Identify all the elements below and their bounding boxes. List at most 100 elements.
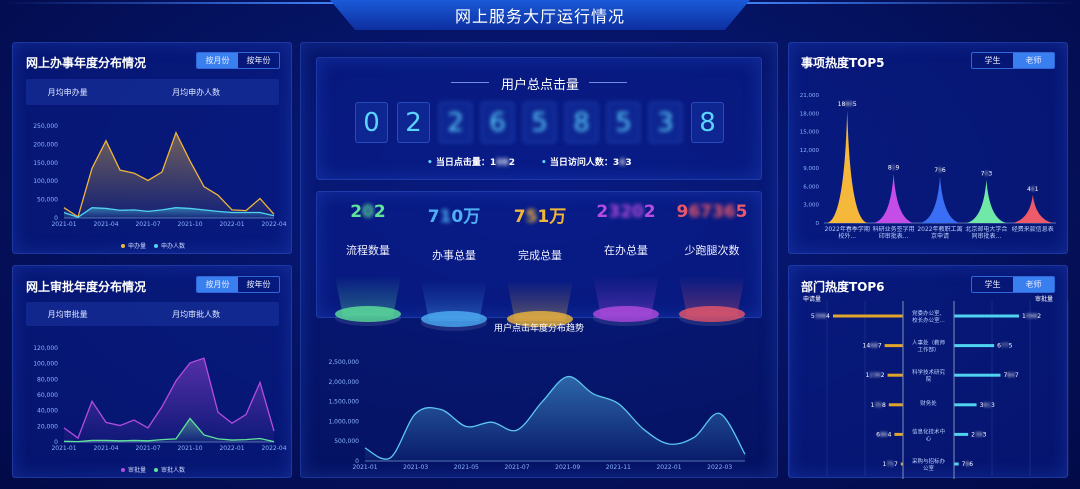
series-line (63, 207, 275, 218)
today-visitors-value-blurred: 4 (619, 158, 626, 168)
kpi-label: 流程数量 (346, 244, 390, 257)
counter-digit: 2 (439, 102, 472, 143)
bar-value-part: 9 (938, 167, 942, 174)
legend-item[interactable]: 审批量 (120, 465, 146, 474)
bar-value-part: 3 (988, 171, 992, 178)
pedestal-disc (679, 306, 745, 322)
category-label: 2022年教职工离京申请 (917, 226, 963, 240)
legend-dot-icon (154, 468, 158, 472)
bar-value-label: 703 (981, 171, 993, 178)
y-tick-label: 0 (54, 215, 58, 222)
value-part: 6 (969, 461, 973, 468)
y-tick-label: 3,000 (803, 203, 819, 209)
right-value-label: 786 (962, 461, 974, 468)
value-part: 398 (815, 313, 827, 320)
y-tick-label: 0 (816, 221, 820, 227)
y-tick-label: 18,000 (800, 111, 820, 117)
counter-digit: 5 (607, 102, 640, 143)
apply-bar[interactable] (894, 432, 903, 436)
bar-value-part: 7 (934, 167, 938, 174)
series-line (364, 375, 746, 460)
value-part: 098 (1026, 313, 1038, 320)
legend-label: 申办量 (127, 243, 146, 250)
toggle-teacher[interactable]: 老师 (1013, 53, 1054, 68)
x-tick-label: 2022-01 (219, 221, 244, 228)
counter-digit: 8 (691, 102, 724, 143)
toggle-student[interactable]: 学生 (984, 56, 1001, 65)
y-tick-label: 120,000 (33, 345, 58, 352)
department-label: 科学技术研究院 (912, 368, 946, 383)
approve-bar[interactable] (954, 373, 1001, 377)
apply-panel: 网上办事年度分布情况 按月份 按年份 月均申办量 月均申办人数 0 50,000 10… (12, 42, 292, 254)
top6-toggle: 学生 老师 (971, 276, 1055, 293)
apply-bar[interactable] (887, 373, 903, 377)
top5-bar[interactable] (920, 176, 960, 223)
kpi-label: 少跑腿次数 (684, 244, 740, 257)
apply-bar[interactable] (888, 403, 903, 407)
y-tick-label: 60,000 (37, 392, 58, 399)
legend-label: 审批人数 (161, 467, 186, 474)
bar-value-part: 1 (1035, 186, 1039, 193)
kpi-value: 710万 (411, 202, 497, 227)
toggle-by-month[interactable]: 按月份 (197, 277, 238, 292)
apply-bar[interactable] (900, 462, 903, 466)
kpi-value-part-end: 5 (735, 202, 748, 222)
top6-panel: 部门热度TOP6 学生 老师 申请量 审批量 53984 10982 党委办公室、校… (788, 265, 1069, 479)
value-part: 236 (869, 372, 881, 379)
apply-bar[interactable] (833, 314, 903, 318)
today-clicks: • 当日点击量：1082 (427, 158, 515, 168)
right-value-label: 10982 (1022, 313, 1041, 320)
y-tick-label: 2,000,000 (328, 379, 359, 386)
approve-bar[interactable] (954, 432, 969, 436)
x-tick-label: 2021-04 (93, 221, 118, 228)
top5-bar[interactable] (966, 179, 1007, 223)
toggle-by-month[interactable]: 按月份 (197, 53, 238, 68)
value-part: 3 (991, 402, 995, 409)
approve-bar[interactable] (954, 462, 959, 466)
y-tick-label: 15,000 (800, 130, 820, 136)
legend-item[interactable]: 申办人数 (154, 241, 185, 250)
x-tick-label: 2021-10 (177, 445, 202, 452)
today-visitors-value: 3 (612, 158, 620, 168)
apply-count-label: 申请量 (803, 296, 822, 303)
x-tick-label: 2022-04 (261, 221, 286, 228)
stat-item: 月均审批量 (26, 309, 153, 320)
bar-value-part: 80 (845, 101, 853, 108)
y-tick-label: 6,000 (803, 184, 819, 190)
value-part: 84 (1007, 372, 1015, 379)
value-part: 2 (881, 372, 885, 379)
value-part: 7 (1003, 372, 1007, 379)
approve-bar[interactable] (954, 314, 1019, 318)
stat-item: 月均申办量 (26, 87, 153, 98)
approve-count-label: 审批量 (1034, 296, 1053, 303)
toggle-teacher[interactable]: 老师 (1013, 277, 1054, 292)
toggle-by-year[interactable]: 按年份 (246, 280, 271, 289)
y-tick-label: 50,000 (37, 197, 58, 204)
right-value-label: 2393 (971, 431, 986, 438)
legend-item[interactable]: 申办量 (120, 241, 146, 250)
pedestal-disc (421, 311, 487, 327)
pedestal-disc (335, 306, 401, 322)
today-stats: • 当日点击量：1082 • 当日访问人数：343 (427, 155, 632, 168)
kpi-value-part: 7 (513, 207, 526, 227)
today-clicks-value: 1 (489, 158, 497, 168)
approve-bar[interactable] (954, 344, 995, 348)
approve-bar[interactable] (954, 403, 977, 407)
approve-stats: 月均审批量 月均审批人数 (26, 302, 279, 326)
bar-value-part: 6 (1031, 186, 1035, 193)
bar-value-part: 7 (981, 171, 985, 178)
toggle-by-year[interactable]: 按年份 (246, 56, 271, 65)
x-tick-label: 2021-01 (51, 221, 76, 228)
toggle-student[interactable]: 学生 (984, 280, 1001, 289)
legend-item[interactable]: 审批人数 (154, 465, 185, 474)
approve-chart: 0 20,000 40,000 60,000 80,000 100,000 120,000 2… (33, 345, 287, 452)
value-part: 8 (882, 402, 886, 409)
apply-bar[interactable] (884, 344, 903, 348)
value-part: 7 (962, 461, 966, 468)
top5-bar[interactable] (1012, 194, 1053, 223)
top5-bar[interactable] (873, 173, 914, 223)
x-tick-label: 2021-07 (504, 464, 529, 471)
right-value-label: 7847 (1003, 372, 1018, 379)
top5-bar[interactable] (827, 110, 868, 223)
value-part: 86 (880, 431, 888, 438)
